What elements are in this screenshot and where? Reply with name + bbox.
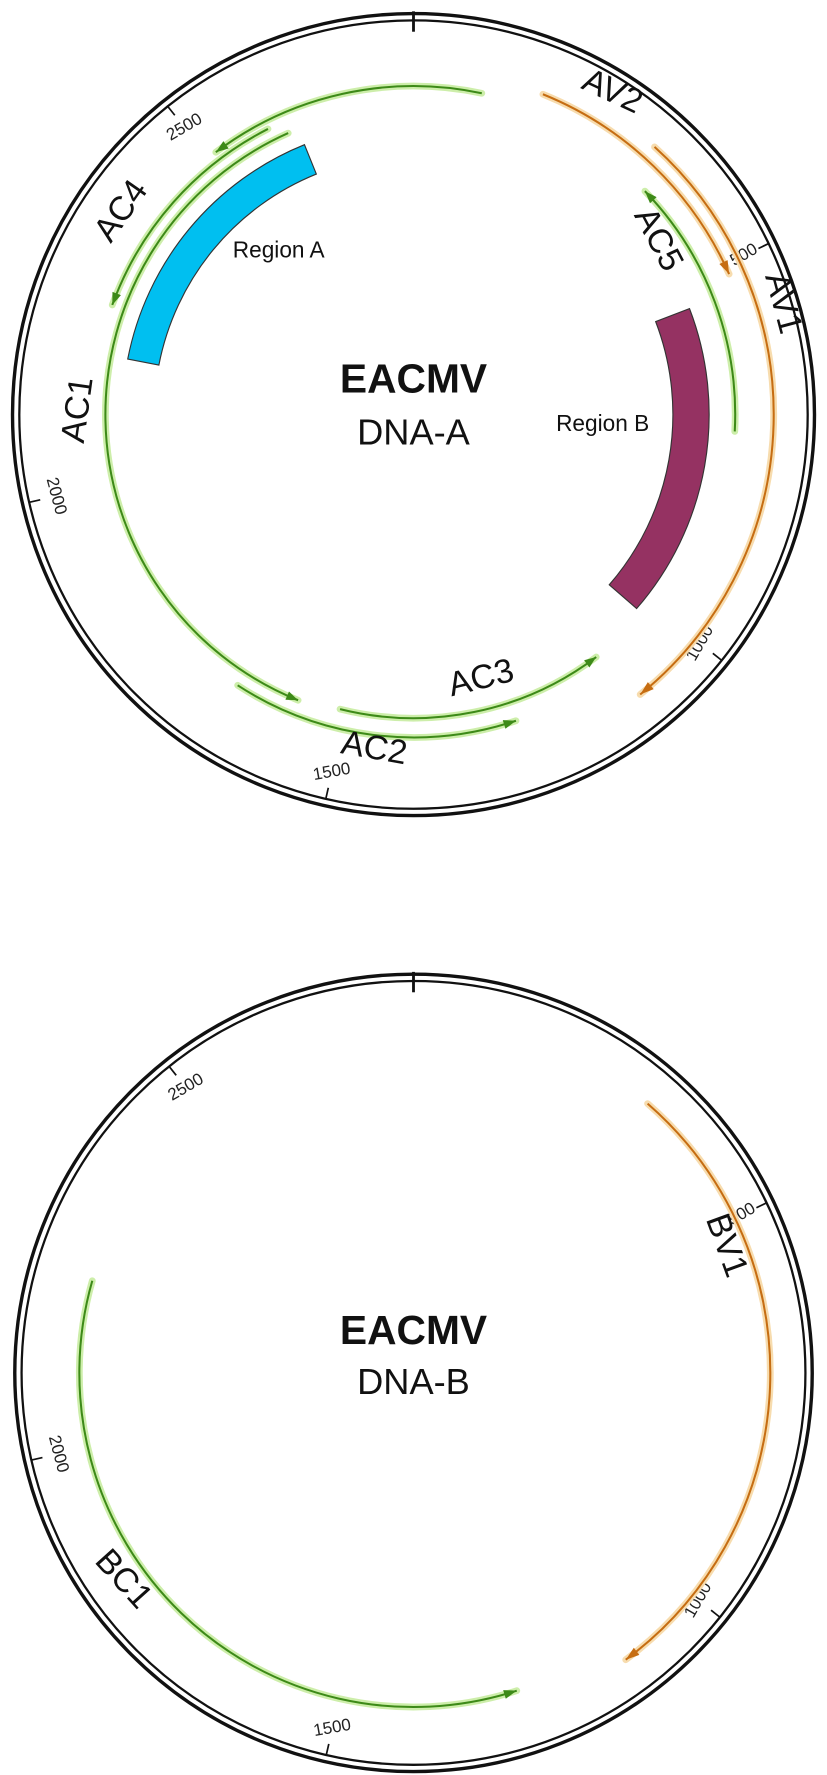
scale-tick [167, 105, 176, 116]
scale-label: 1500 [312, 1715, 353, 1740]
arrow-head [625, 1647, 640, 1660]
scale-label: 2500 [163, 109, 205, 144]
gene-arc [104, 132, 299, 702]
arrow-head [503, 1690, 517, 1699]
scale-label: 2500 [164, 1069, 206, 1104]
arrow-head [112, 291, 121, 305]
scale-label: 2000 [43, 475, 71, 516]
gene-label: AC5 [627, 201, 692, 277]
scale-tick [29, 498, 41, 504]
gene-glow [212, 82, 486, 156]
map-title: EACMV [340, 355, 487, 401]
gene-arc [111, 128, 269, 306]
scale-tick [758, 242, 770, 250]
arrow-head [285, 691, 299, 701]
region-band [608, 307, 710, 610]
gene-glow [539, 90, 733, 278]
scale-tick [325, 1743, 330, 1756]
scale-tick [324, 787, 330, 800]
gene-arc [644, 190, 737, 432]
gene-label: AC1 [54, 374, 101, 445]
map-subtitle: DNA-A [357, 412, 471, 453]
gene-arc [639, 146, 775, 696]
arrow-head [644, 191, 657, 204]
scale-label: 2000 [45, 1433, 73, 1474]
map-subtitle: DNA-B [357, 1361, 470, 1402]
region-label: Region A [233, 236, 326, 262]
arrow-head [215, 141, 229, 153]
scale-tick [712, 652, 723, 662]
scale-tick [756, 1202, 767, 1209]
gene-arc [542, 93, 731, 275]
arrow-head [719, 260, 730, 275]
gene-arc [625, 1102, 772, 1661]
scale-tick [710, 1609, 721, 1618]
gene-arc [237, 684, 517, 739]
arrow-head [584, 657, 597, 668]
gene-arc [78, 1280, 518, 1709]
scale-label: 1500 [311, 759, 352, 784]
arrow-head [502, 720, 516, 729]
gene-arc [339, 656, 597, 720]
gene-arc [215, 85, 483, 154]
arrow-head [640, 682, 654, 695]
gene-label: AC3 [444, 651, 517, 704]
region-band [127, 143, 318, 366]
scale-tick [31, 1456, 43, 1461]
scale-tick [168, 1065, 177, 1076]
map-title: EACMV [340, 1307, 487, 1353]
region-label: Region B [556, 410, 649, 436]
